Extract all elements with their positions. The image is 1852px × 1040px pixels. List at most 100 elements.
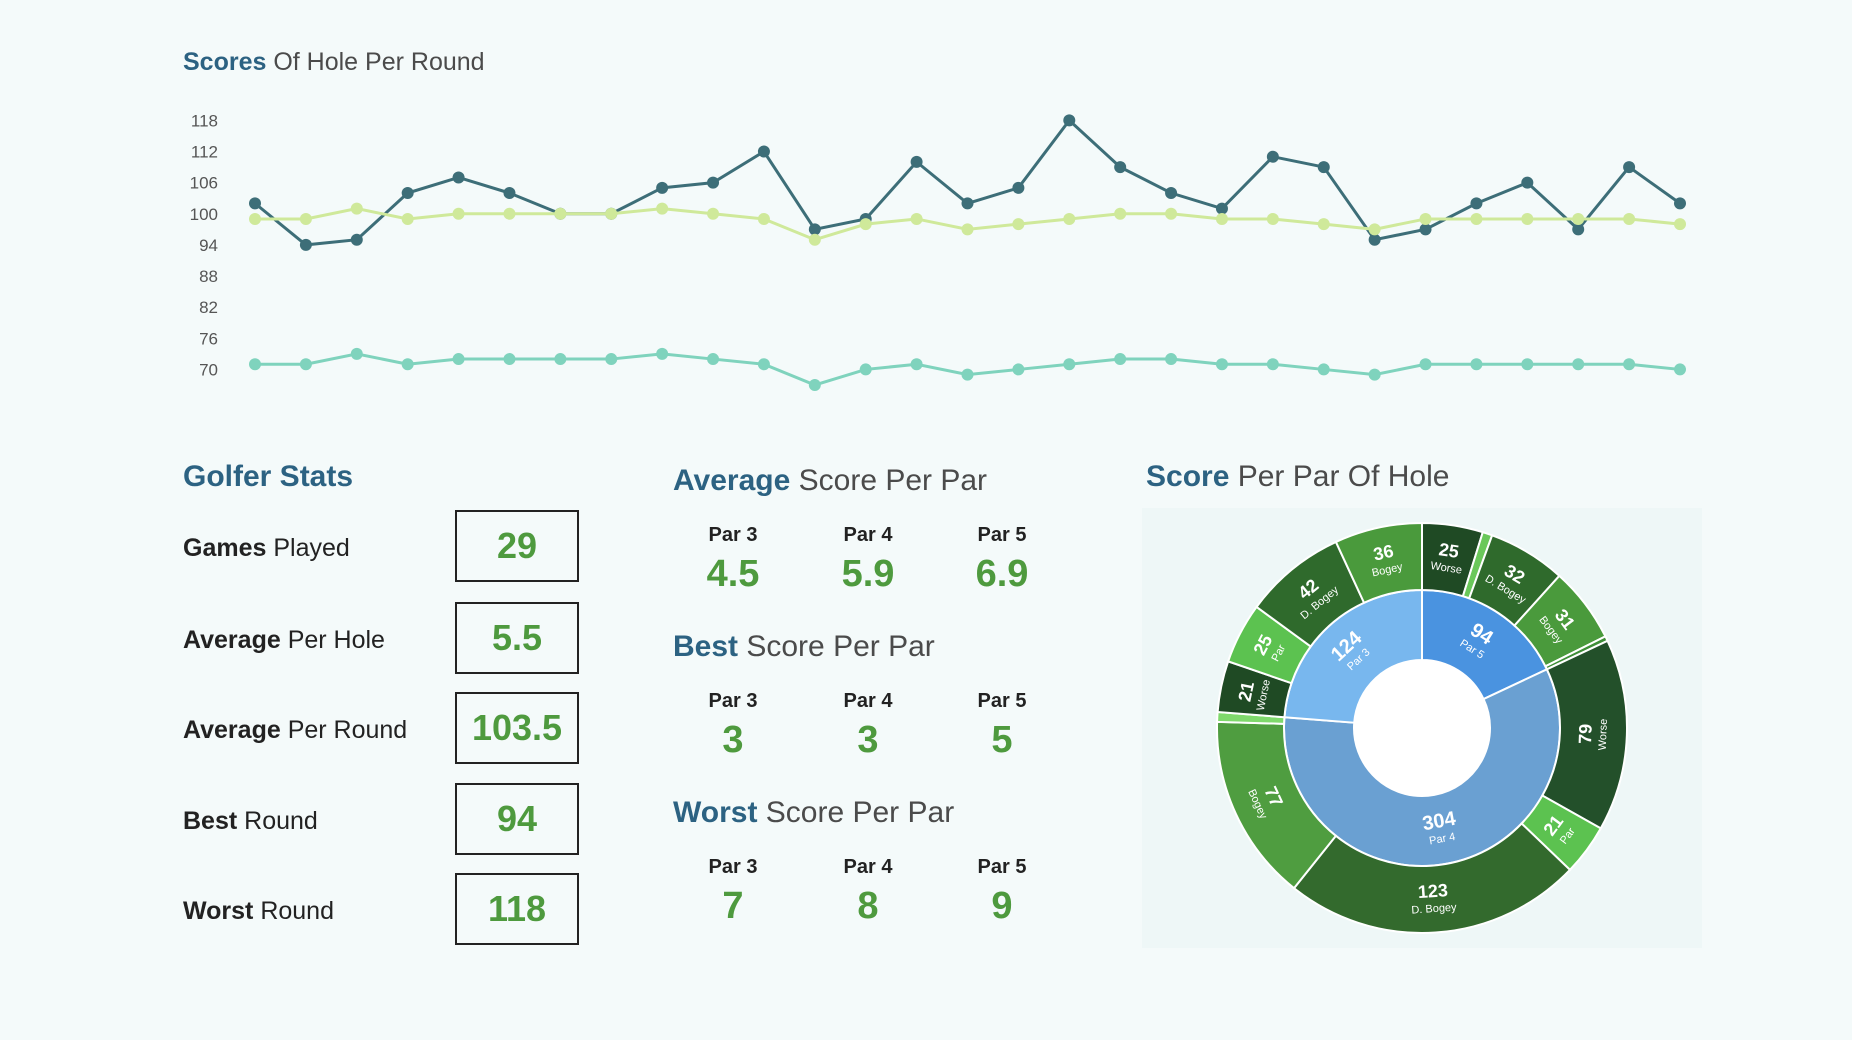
segment-category: Worse	[1597, 719, 1610, 751]
stat-value-box: 103.5	[455, 692, 579, 764]
series-1-point	[1419, 223, 1432, 236]
series-3-point	[1012, 363, 1025, 376]
series-1-point	[808, 223, 821, 236]
series-3-point	[757, 358, 770, 371]
series-1-point	[1572, 223, 1585, 236]
series-3-point	[707, 353, 720, 366]
series-3-point	[299, 358, 312, 371]
series-3-point	[910, 358, 923, 371]
series-3-point	[656, 347, 669, 360]
outer-segment	[1334, 521, 1423, 605]
sunburst-title: Score Per Par Of Hole	[1146, 460, 1450, 493]
series-2-point	[1674, 218, 1686, 231]
series-3-point	[605, 353, 618, 366]
average-score-per-par-title: Average Score Per Par	[673, 464, 988, 497]
series-2-point	[910, 212, 923, 225]
series-1-point	[503, 187, 516, 200]
stat-value-box: 94	[455, 783, 579, 855]
y-tick-label: 88	[199, 267, 218, 286]
series-3-point	[1368, 368, 1381, 381]
y-tick-label: 76	[199, 329, 218, 348]
series-1-point	[299, 238, 312, 251]
segment-value: 123	[1417, 880, 1448, 902]
stat-row-worst-round: Worst Round 118	[183, 873, 583, 951]
series-1-point	[961, 197, 974, 210]
series-2-point	[1266, 212, 1279, 225]
series-3-point	[1317, 363, 1330, 376]
series-1-point	[350, 233, 363, 246]
series-3-point	[808, 379, 821, 391]
series-3-point	[401, 358, 414, 371]
stat-label: Games Played	[183, 534, 350, 562]
series-2-point	[503, 207, 516, 220]
stat-label: Worst Round	[183, 897, 334, 925]
series-2-point	[1215, 212, 1228, 225]
line-chart-title: Scores Of Hole Per Round	[183, 48, 485, 77]
series-2-point	[1470, 212, 1483, 225]
segment-value: 21	[1234, 680, 1258, 704]
series-2-point	[1368, 223, 1381, 236]
series-2-point	[452, 207, 465, 220]
y-tick-label: 118	[191, 111, 218, 130]
series-2-point	[554, 207, 567, 220]
stat-row-games-played: Games Played 29	[183, 510, 583, 588]
segment-value: 79	[1575, 724, 1596, 745]
golfer-stats-title-text: Golfer Stats	[183, 460, 354, 493]
series-1-point	[1063, 114, 1076, 127]
series-2-point	[1623, 212, 1636, 225]
series-1-point	[249, 197, 261, 210]
sunburst-center	[1354, 660, 1490, 796]
series-2-point	[1572, 212, 1585, 225]
series-1-point	[1623, 161, 1636, 174]
series-3-point	[1165, 353, 1178, 366]
y-tick-label: 82	[199, 298, 218, 317]
best-score-per-par-title: Best Score Per Par	[673, 630, 935, 663]
series-1-point	[910, 155, 923, 168]
series-2-point	[961, 223, 974, 236]
y-tick-label: 70	[199, 360, 218, 379]
series-2-point	[605, 207, 618, 220]
series-3-point	[1063, 358, 1076, 371]
stat-label: Best Round	[183, 807, 318, 835]
segment-value: 25	[1438, 539, 1461, 562]
series-1-point	[1470, 197, 1483, 210]
y-tick-label: 106	[190, 174, 218, 193]
series-2-point	[1063, 212, 1076, 225]
scores-line-chart: 118 112 106 100 94 88 82 76 70	[190, 111, 1686, 391]
series-2-point	[1317, 218, 1330, 231]
segment-value: 36	[1371, 541, 1395, 565]
stat-label: Average Per Round	[183, 716, 408, 744]
series-3-point	[554, 353, 567, 366]
series-1-point	[757, 145, 770, 158]
series-1-point	[1266, 150, 1279, 163]
series-1-point	[401, 187, 414, 200]
series-3-point	[1674, 363, 1686, 376]
y-tick-label: 100	[190, 205, 218, 224]
segment-label: 79 Worse	[1575, 719, 1610, 751]
y-tick-label: 112	[191, 143, 218, 162]
series-3-point	[1215, 358, 1228, 371]
series-2-point	[299, 212, 312, 225]
series-1-point	[1215, 202, 1228, 215]
series-3-point	[452, 353, 465, 366]
series-1-point	[1674, 197, 1686, 210]
series-1-point	[1165, 187, 1178, 200]
series-3-point	[859, 363, 872, 376]
segment-category: D. Bogey	[1411, 902, 1457, 917]
series-1-point	[1317, 161, 1330, 174]
series-1-point	[656, 181, 669, 194]
series-3-point	[1521, 358, 1534, 371]
series-3-point	[350, 347, 363, 360]
series-3-point	[1623, 358, 1636, 371]
series-1-point	[707, 176, 720, 189]
segment-category: Par 4	[1428, 831, 1456, 848]
stat-row-best-round: Best Round 94	[183, 783, 583, 861]
par-4-column: Par 4 5.9	[841, 524, 895, 595]
